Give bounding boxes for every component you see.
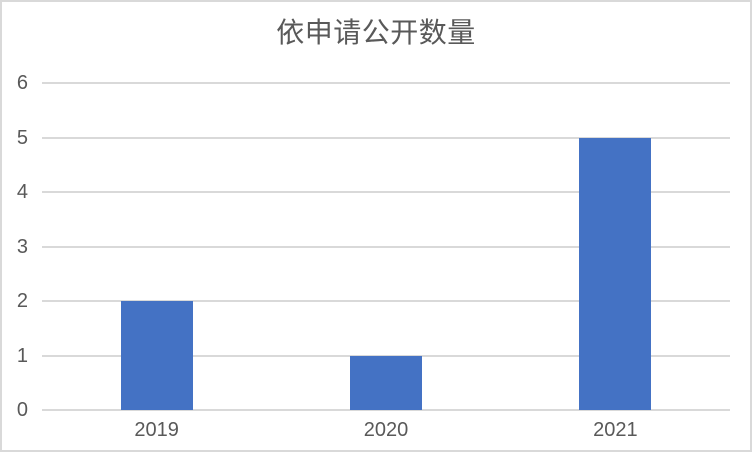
bar-2021 [579,137,652,410]
y-axis-tick-label: 6 [16,72,28,94]
x-axis-tick-label: 2021 [593,419,638,441]
y-axis-tick-label: 3 [16,235,28,258]
gridline-y-5 [42,136,730,139]
y-axis-tick-label: 2 [16,290,28,312]
y-axis-tick-label: 4 [16,181,28,203]
x-axis-tick-label: 2019 [134,419,179,441]
y-axis-tick-label: 5 [16,126,28,149]
gridline-y-0 [42,409,730,411]
y-axis-tick-label: 1 [16,344,28,367]
bar-2019 [120,301,193,410]
bar-2020 [350,355,422,410]
chart-title: 依申请公开数量 [276,17,476,48]
gridline-y-6 [42,82,730,84]
gridline-y-4 [42,191,730,193]
x-axis-tick-label: 2020 [363,419,409,441]
gridline-y-2 [42,300,730,302]
y-axis-tick-label: 0 [16,399,28,421]
gridline-y-3 [42,245,730,248]
